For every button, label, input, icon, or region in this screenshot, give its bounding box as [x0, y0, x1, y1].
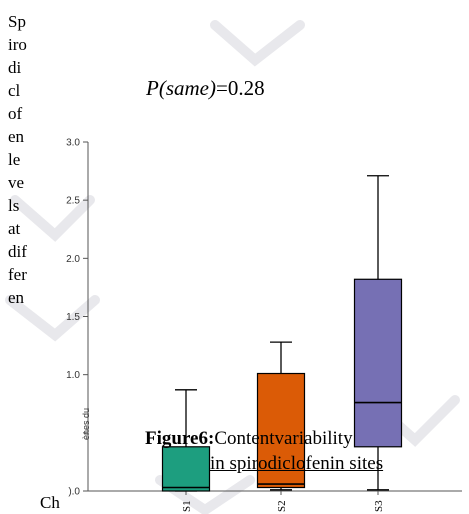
caption-line1: Contentvariability: [214, 428, 353, 449]
box-s1: [161, 389, 211, 492]
box-s3: [353, 175, 403, 491]
side-text-line: Sp: [8, 12, 26, 31]
side-text-line: en: [8, 127, 25, 146]
side-text-line: at: [8, 219, 21, 238]
caption-line2: in spirodiclofenin sites: [210, 453, 384, 474]
side-text-line: le: [8, 150, 21, 169]
side-text-line: ve: [8, 173, 25, 192]
y-tick-label: 3.0: [66, 138, 80, 149]
box-s2: [256, 341, 306, 491]
box-rect: [353, 278, 403, 448]
side-text-line: fer: [8, 265, 27, 284]
bottom-left-text: Ch: [40, 493, 60, 512]
side-text-line: iro: [8, 35, 27, 54]
x-tick-label: S1: [181, 500, 193, 512]
side-text-column: Sp iro di cl of en le ve ls at dif fer en: [8, 10, 34, 309]
chart-title: P(same)=0.28: [146, 76, 265, 101]
side-text-line: ls: [8, 196, 20, 215]
side-text-line: en: [8, 288, 25, 307]
figure-caption: Figure6:Contentvariability in spirodiclof…: [145, 426, 383, 476]
y-tick-label: 1.0: [66, 370, 80, 381]
box-rect: [256, 372, 306, 489]
y-tick-label: 2.0: [66, 254, 80, 265]
p-label-italic: P(same): [146, 76, 216, 100]
caption-label: Figure6:: [145, 428, 215, 449]
p-label-value: =0.28: [215, 76, 265, 100]
box-rect: [161, 446, 211, 492]
y-axis-label: ènes du: [81, 408, 91, 440]
x-tick-label: S3: [373, 500, 385, 512]
side-text-line: of: [8, 104, 23, 123]
side-text-line: cl: [8, 81, 21, 100]
x-tick-label: S2: [276, 500, 288, 512]
y-tick-label: ).0: [68, 487, 80, 498]
side-text-line: di: [8, 58, 22, 77]
chart-boxes: [161, 175, 403, 492]
chart-axes: ).0 1.0 1.5 2.0 2.5 3.0 S1 S2 S3: [66, 138, 462, 512]
side-text-line: dif: [8, 242, 27, 261]
y-tick-label: 2.5: [66, 196, 80, 207]
y-tick-label: 1.5: [66, 312, 80, 323]
